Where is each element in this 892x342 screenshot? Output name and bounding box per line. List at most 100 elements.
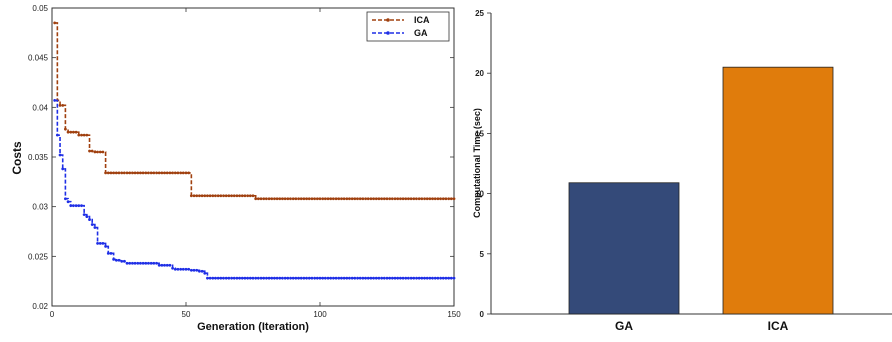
data-point (243, 194, 247, 198)
data-point (313, 197, 317, 201)
data-point (69, 130, 73, 134)
data-point (179, 171, 183, 175)
data-point (428, 197, 432, 201)
data-point (147, 171, 150, 175)
data-point (444, 276, 448, 280)
y-axis-label: Computational Time (sec) (472, 108, 482, 218)
data-point (147, 261, 150, 265)
data-point (74, 130, 78, 134)
data-point (393, 197, 397, 201)
data-point (315, 276, 319, 280)
data-point (449, 276, 453, 280)
data-point (305, 276, 308, 280)
data-point (340, 197, 343, 201)
data-point (431, 197, 434, 201)
data-point (144, 261, 148, 265)
data-point (299, 197, 303, 201)
data-point (289, 276, 292, 280)
data-point (139, 171, 142, 175)
data-point (294, 197, 298, 201)
data-point (144, 171, 148, 175)
data-point (267, 197, 271, 201)
data-point (291, 197, 295, 201)
data-point (412, 197, 416, 201)
data-point (323, 276, 327, 280)
data-point (189, 268, 193, 272)
data-point (120, 171, 124, 175)
series-markers-ica (53, 21, 456, 201)
data-point (66, 130, 70, 134)
data-point (133, 261, 137, 265)
data-point (55, 133, 59, 137)
data-point (439, 276, 442, 280)
data-point (248, 276, 252, 280)
data-point (53, 98, 57, 102)
data-point (254, 197, 258, 201)
data-point (259, 197, 263, 201)
data-point (302, 197, 306, 201)
data-point (433, 276, 437, 280)
data-point (112, 257, 116, 261)
data-point (380, 276, 384, 280)
data-point (80, 133, 83, 137)
data-point (254, 276, 258, 280)
data-point (235, 194, 239, 198)
data-point (425, 276, 429, 280)
data-point (409, 197, 413, 201)
data-point (149, 261, 153, 265)
data-point (283, 197, 287, 201)
data-point (216, 194, 220, 198)
x-tick-labels: 0 50 100 150 (50, 8, 461, 319)
x-tick-label: 0 (50, 310, 55, 319)
data-point (393, 276, 397, 280)
data-point (358, 276, 362, 280)
data-point (203, 194, 207, 198)
data-point (195, 194, 199, 198)
data-point (101, 242, 105, 245)
data-point (211, 194, 215, 198)
data-point (318, 276, 322, 280)
data-point (208, 194, 212, 198)
data-point (305, 197, 308, 201)
data-point (222, 276, 225, 280)
data-point (203, 271, 207, 275)
data-point (310, 276, 314, 280)
data-point (332, 197, 335, 201)
data-point (423, 197, 426, 201)
data-point (152, 171, 156, 175)
data-point (361, 197, 365, 201)
data-point (297, 197, 300, 201)
data-point (187, 171, 191, 175)
data-point (117, 171, 121, 175)
data-point (407, 197, 410, 201)
data-point (77, 133, 81, 137)
y-tick-label: 0.04 (32, 103, 48, 112)
data-point (390, 276, 394, 280)
data-point (390, 197, 394, 201)
data-point (176, 171, 180, 175)
data-point (431, 276, 434, 280)
data-point (374, 276, 378, 280)
data-point (157, 263, 161, 267)
data-point (74, 204, 78, 208)
data-point (342, 276, 346, 280)
data-point (136, 261, 140, 265)
data-point (181, 267, 185, 271)
category-labels: GA ICA (615, 319, 789, 333)
data-point (232, 276, 236, 280)
data-point (224, 276, 228, 280)
data-point (192, 194, 196, 198)
y-axis-label: Costs (10, 141, 24, 175)
data-point (93, 150, 97, 154)
plot-area (51, 7, 455, 307)
data-point (356, 276, 359, 280)
data-point (420, 276, 424, 280)
data-point (380, 197, 384, 201)
data-point (425, 197, 429, 201)
data-point (353, 197, 357, 201)
data-point (90, 223, 94, 226)
data-point (189, 194, 193, 198)
data-point (342, 197, 346, 201)
data-point (243, 276, 247, 280)
